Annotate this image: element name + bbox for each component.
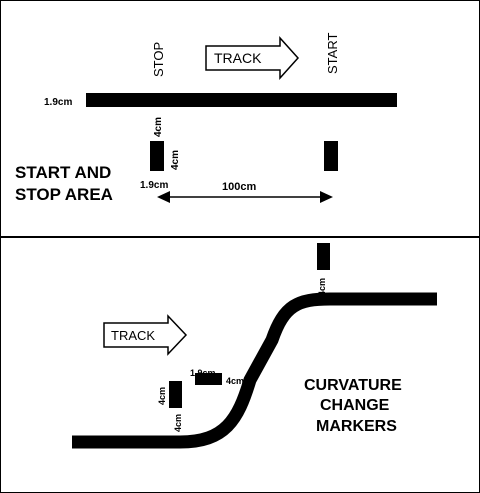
stop-marker-width-label: 1.9cm (140, 180, 168, 191)
curvature-title-line1: CURVATURE (304, 377, 402, 394)
straight-track-line (86, 93, 397, 107)
start-marker (324, 141, 338, 171)
curvature-title-line3: MARKERS (316, 418, 397, 435)
curved-track-line (72, 292, 437, 449)
track-arrow-top-label: TRACK (214, 50, 262, 66)
curve-left-marker-length-label: 4cm (157, 387, 167, 405)
distance-arrow-right-head (320, 191, 333, 203)
curve-left-marker-bottom-label: 4cm (173, 414, 183, 432)
curve-mid-marker-length-label: 4cm (226, 376, 244, 386)
track-arrow-bottom (103, 314, 188, 356)
stop-label: STOP (151, 42, 166, 77)
curve-left-marker (169, 381, 182, 408)
area-title-line2: STOP AREA (15, 185, 113, 204)
curve-mid-marker (195, 373, 222, 385)
curve-top-marker-label: 4cm (317, 278, 327, 296)
distance-arrow-left-head (157, 191, 170, 203)
area-title-line1: START AND (15, 163, 111, 182)
stop-marker-length-label-2: 4cm (170, 150, 181, 170)
curvature-title-line2: CHANGE (320, 397, 390, 414)
panel-divider (0, 236, 480, 238)
start-label: START (325, 33, 340, 74)
line-width-label: 1.9cm (44, 97, 72, 108)
track-arrow-top (205, 36, 300, 80)
stop-marker-length-label-1: 4cm (153, 117, 164, 137)
curve-top-marker (317, 243, 330, 270)
curve-mid-marker-width-label: 1.9cm (190, 368, 216, 378)
stop-marker (150, 141, 164, 171)
distance-label: 100cm (222, 181, 256, 193)
track-arrow-bottom-label: TRACK (111, 328, 155, 343)
